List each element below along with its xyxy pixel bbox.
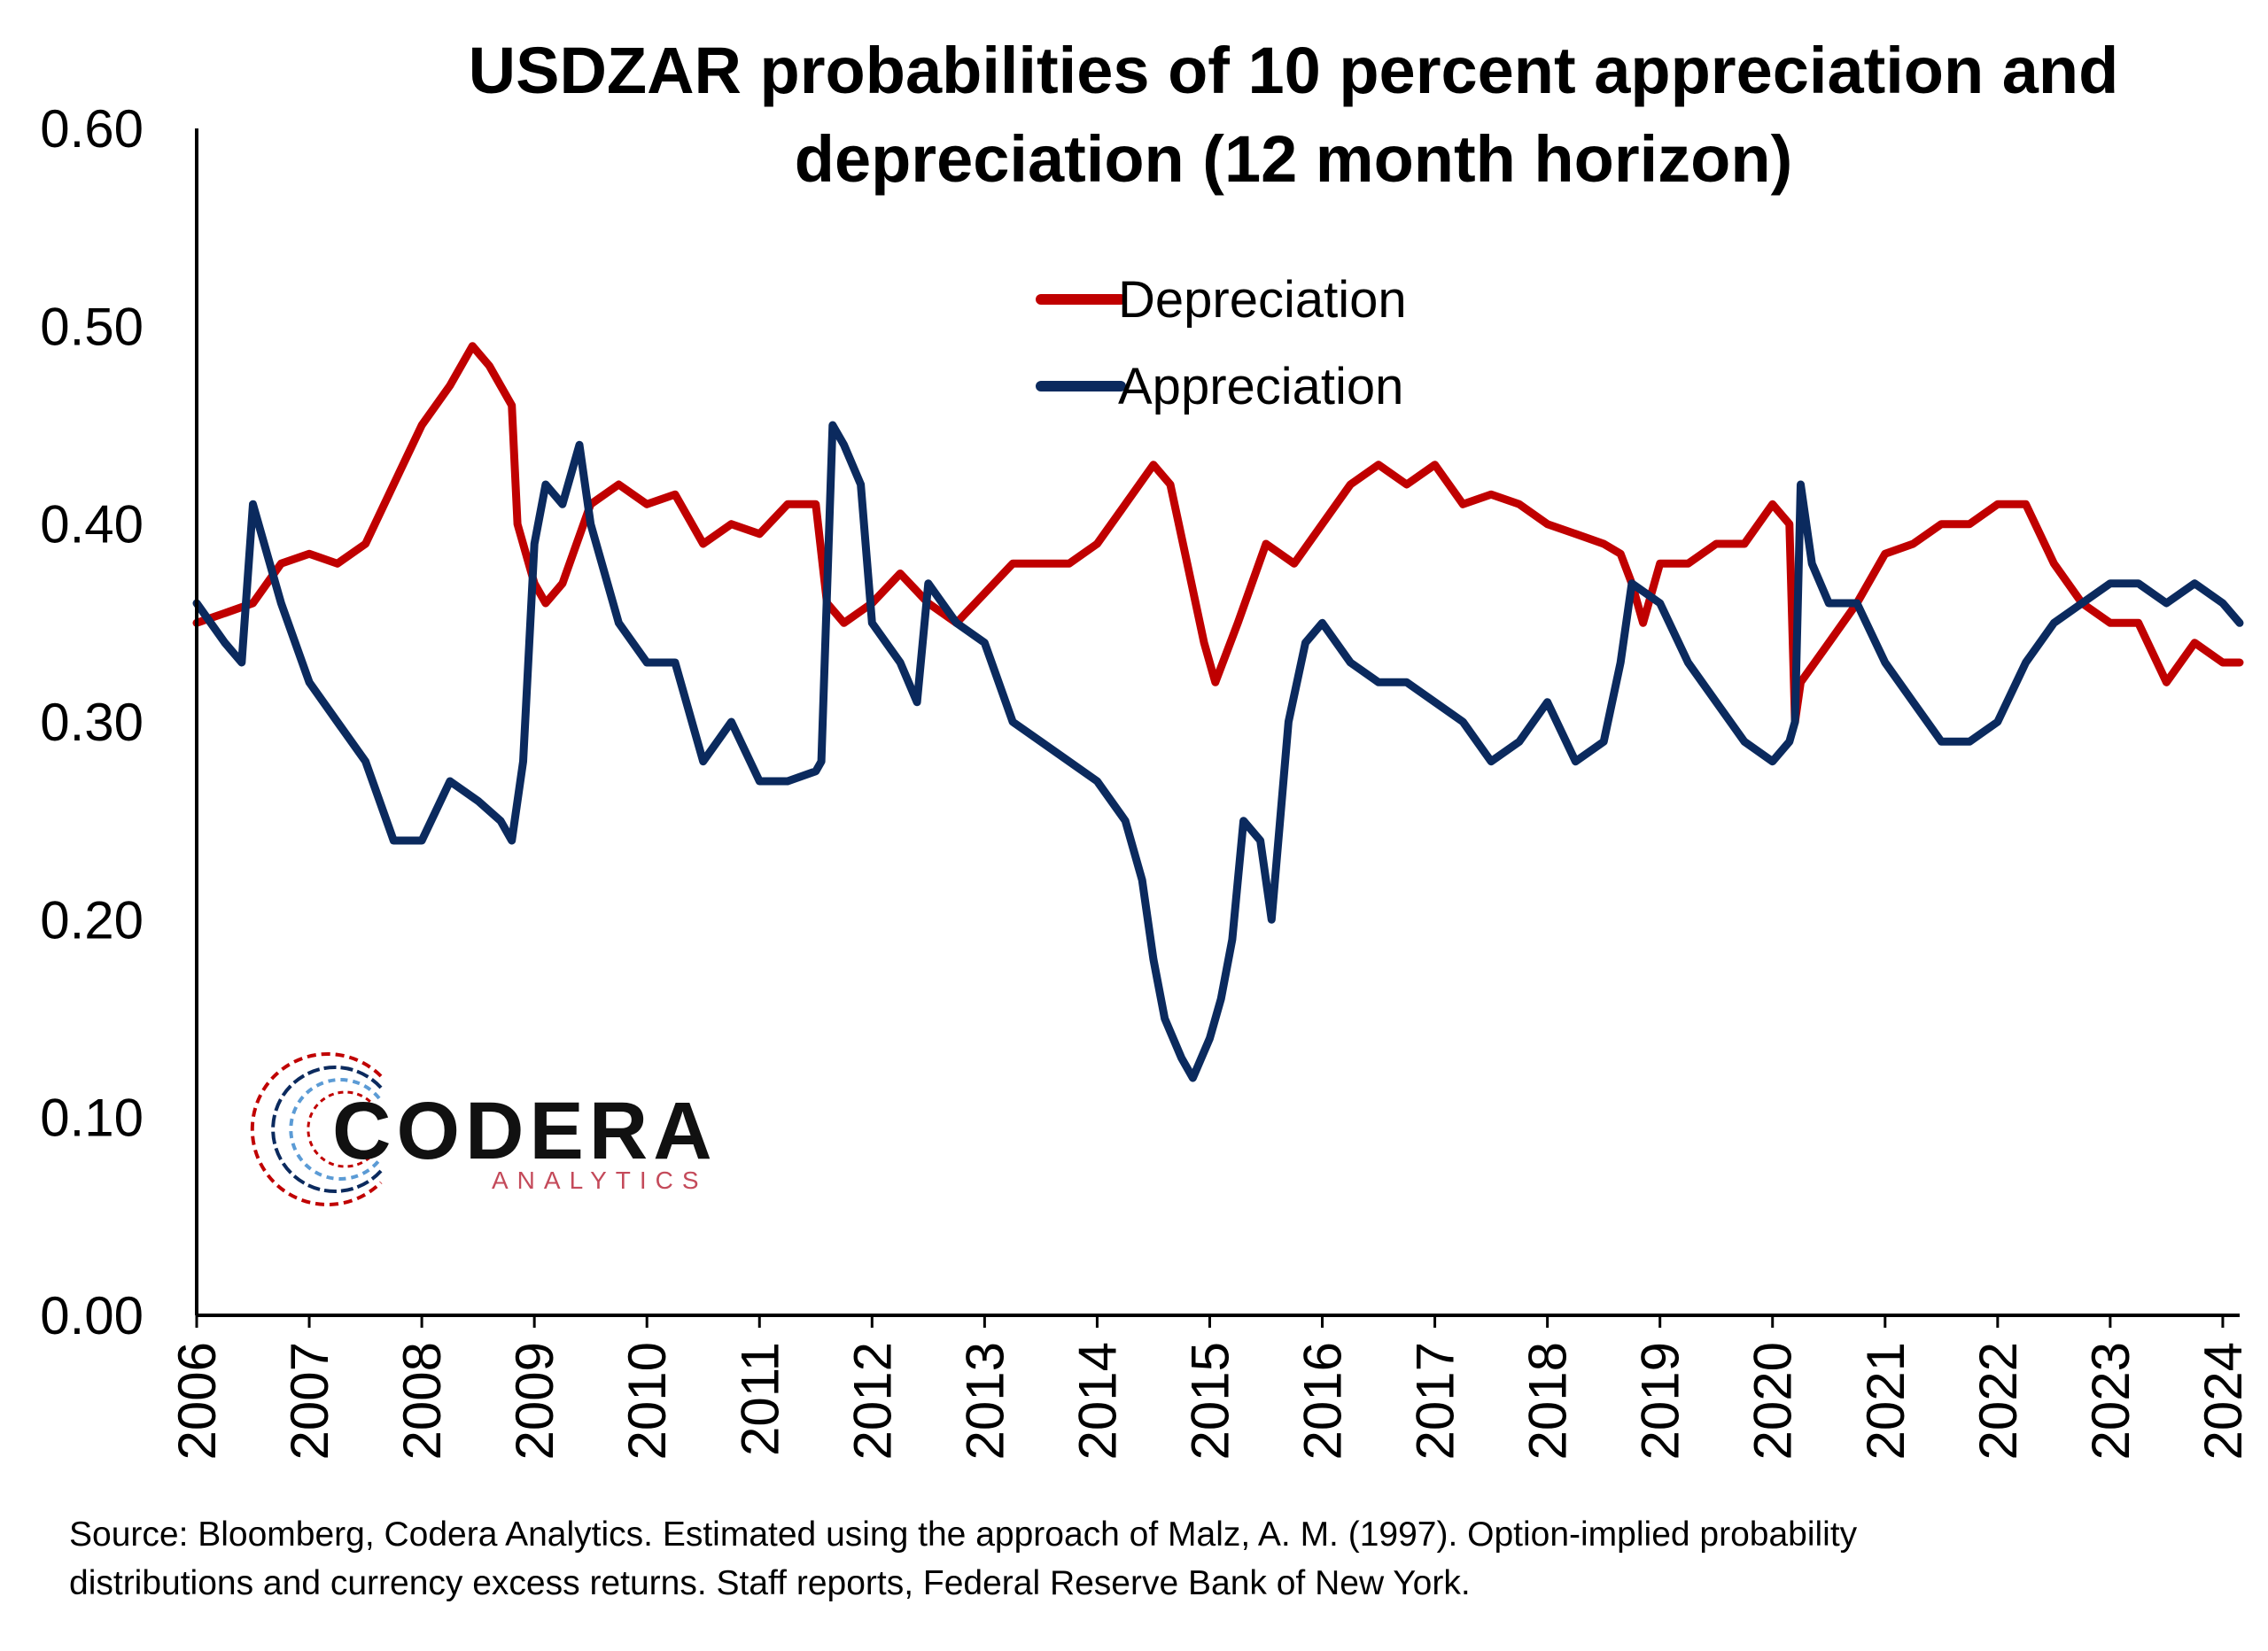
logo-main-text: CODERA xyxy=(332,1086,718,1176)
y-tick-label: 0.00 xyxy=(40,1286,144,1345)
y-tick-label: 0.40 xyxy=(40,495,144,554)
x-tick-label: 2023 xyxy=(2081,1342,2140,1460)
y-tick-label: 0.10 xyxy=(40,1089,144,1148)
series-lines xyxy=(192,342,2244,1082)
x-tick-label: 2022 xyxy=(1969,1342,2028,1460)
legend-label-depreciation: Depreciation xyxy=(1118,271,1407,329)
x-tick-label: 2006 xyxy=(167,1342,227,1460)
codera-logo: CODERA ANALYTICS xyxy=(250,1052,718,1206)
x-tick-label: 2021 xyxy=(1856,1342,1915,1460)
x-axis-ticks: 2006 2007 2008 2009 2010 2011 2012 2013 2014 2015… xyxy=(167,1315,2253,1460)
x-tick-label: 2012 xyxy=(843,1342,902,1460)
x-tick-label: 2013 xyxy=(955,1342,1014,1460)
x-tick-label: 2008 xyxy=(392,1342,452,1460)
y-tick-label: 0.60 xyxy=(40,99,144,159)
series-line-appreciation xyxy=(192,421,2244,1082)
y-axis-ticks: 0.00 0.10 0.20 0.30 0.40 0.50 0.60 xyxy=(40,99,144,1345)
y-tick-label: 0.30 xyxy=(40,693,144,752)
logo-arc-icon xyxy=(250,1052,383,1206)
legend-label-appreciation: Appreciation xyxy=(1118,358,1403,415)
x-tick-label: 2017 xyxy=(1406,1342,1465,1460)
x-tick-label: 2009 xyxy=(505,1342,564,1460)
x-tick-label: 2019 xyxy=(1631,1342,1690,1460)
chart-title-line-2: depreciation (12 month horizon) xyxy=(795,122,1792,196)
x-tick-label: 2010 xyxy=(617,1342,677,1460)
x-tick-label: 2007 xyxy=(280,1342,339,1460)
y-tick-label: 0.20 xyxy=(40,890,144,950)
x-tick-label: 2020 xyxy=(1744,1342,1803,1460)
chart-title-line-1: USDZAR probabilities of 10 percent appre… xyxy=(469,34,2119,107)
x-tick-label: 2015 xyxy=(1180,1342,1239,1460)
legend: Depreciation Appreciation xyxy=(1036,271,1407,415)
source-note-line-2: distributions and currency excess return… xyxy=(69,1564,1471,1602)
y-tick-label: 0.50 xyxy=(40,297,144,356)
x-tick-label: 2011 xyxy=(730,1342,789,1456)
x-tick-label: 2018 xyxy=(1518,1342,1578,1460)
source-note-line-1: Source: Bloomberg, Codera Analytics. Est… xyxy=(69,1515,1858,1554)
x-tick-label: 2014 xyxy=(1068,1342,1127,1460)
logo-sub-text: ANALYTICS xyxy=(492,1167,708,1194)
x-tick-label: 2024 xyxy=(2194,1342,2253,1460)
x-tick-label: 2016 xyxy=(1293,1342,1353,1460)
